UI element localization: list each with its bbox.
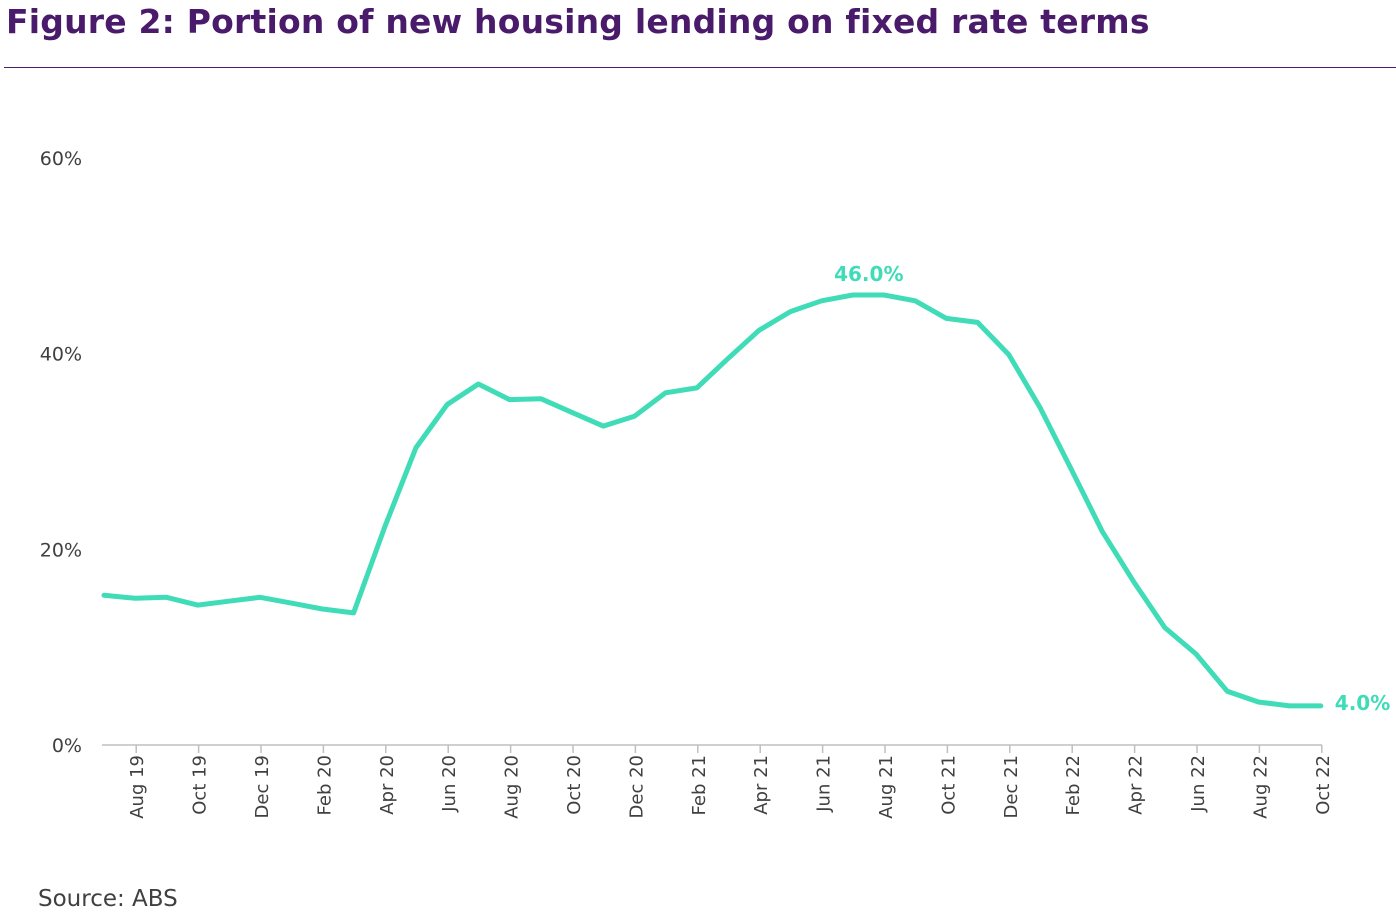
- data-point: [384, 526, 386, 528]
- data-point: [945, 317, 947, 319]
- data-point: [821, 300, 823, 302]
- x-tick-label: Oct 19: [190, 755, 211, 815]
- data-label: 4.0%: [1335, 691, 1390, 715]
- x-tick-label: Feb 21: [689, 755, 710, 816]
- data-label: 46.0%: [834, 262, 903, 286]
- data-point: [758, 329, 760, 331]
- data-point: [259, 596, 261, 598]
- x-tick-label: Aug 21: [876, 755, 897, 819]
- data-point: [571, 411, 573, 413]
- x-tick-label: Apr 22: [1126, 755, 1147, 815]
- y-tick-label: 60%: [40, 148, 82, 170]
- data-point: [228, 600, 230, 602]
- data-point: [103, 594, 105, 596]
- data-point: [1320, 705, 1322, 707]
- data-point: [1133, 581, 1135, 583]
- chart-title: Figure 2: Portion of new housing lending…: [6, 2, 1150, 41]
- data-point: [134, 597, 136, 599]
- data-point: [1008, 354, 1010, 356]
- annotations: 46.0% 4.0%: [834, 262, 1390, 715]
- x-tick-label: Oct 21: [938, 755, 959, 815]
- data-point: [1289, 705, 1291, 707]
- data-point: [1195, 653, 1197, 655]
- data-point: [633, 415, 635, 417]
- data-point: [1257, 701, 1259, 703]
- x-tick-label: Dec 21: [1001, 755, 1022, 818]
- x-tick-label: Jun 20: [439, 755, 460, 813]
- y-tick-label: 40%: [40, 344, 82, 366]
- data-point: [446, 404, 448, 406]
- x-tick-label: Jun 22: [1188, 755, 1209, 813]
- data-point: [415, 447, 417, 449]
- data-point: [977, 321, 979, 323]
- data-point: [477, 383, 479, 385]
- data-point: [602, 425, 604, 427]
- y-axis-labels: 0% 20% 40% 60%: [40, 148, 82, 757]
- x-tick-label: Oct 20: [564, 755, 585, 815]
- x-tick-label: Apr 21: [751, 755, 772, 815]
- data-point: [290, 602, 292, 604]
- x-axis: [102, 744, 1323, 753]
- data-point: [1101, 531, 1103, 533]
- title-divider: [4, 67, 1396, 68]
- x-tick-label: Dec 19: [252, 755, 273, 818]
- data-point: [789, 311, 791, 313]
- data-point: [165, 596, 167, 598]
- data-point: [1226, 690, 1228, 692]
- data-point: [727, 358, 729, 360]
- y-tick-label: 0%: [52, 735, 82, 757]
- data-point: [696, 387, 698, 389]
- x-axis-labels: Aug 19 Oct 19 Dec 19 Feb 20 Apr 20 Jun 20 Aug …: [127, 755, 1334, 819]
- data-point: [883, 294, 885, 296]
- x-tick-label: Aug 22: [1250, 755, 1271, 819]
- data-point: [914, 300, 916, 302]
- data-point: [1039, 406, 1041, 408]
- series-group: [101, 292, 1324, 709]
- x-tick-label: Dec 20: [626, 755, 647, 818]
- x-tick-label: Feb 22: [1063, 755, 1084, 816]
- data-point: [665, 392, 667, 394]
- series-line: [101, 292, 1324, 709]
- y-tick-label: 20%: [40, 539, 82, 561]
- source-note: Source: ABS: [38, 886, 178, 912]
- data-point: [852, 294, 854, 296]
- x-tick-label: Oct 22: [1313, 755, 1334, 815]
- data-point: [509, 399, 511, 401]
- data-point: [540, 398, 542, 400]
- x-tick-label: Aug 20: [502, 755, 523, 819]
- x-tick-label: Jun 21: [814, 755, 835, 813]
- data-point: [321, 608, 323, 610]
- x-tick-label: Aug 19: [127, 755, 148, 819]
- data-point: [353, 612, 355, 614]
- x-tick-label: Feb 20: [314, 755, 335, 816]
- data-point: [1164, 627, 1166, 629]
- data-point: [197, 604, 199, 606]
- x-tick-label: Apr 20: [377, 755, 398, 815]
- data-point: [1070, 468, 1072, 470]
